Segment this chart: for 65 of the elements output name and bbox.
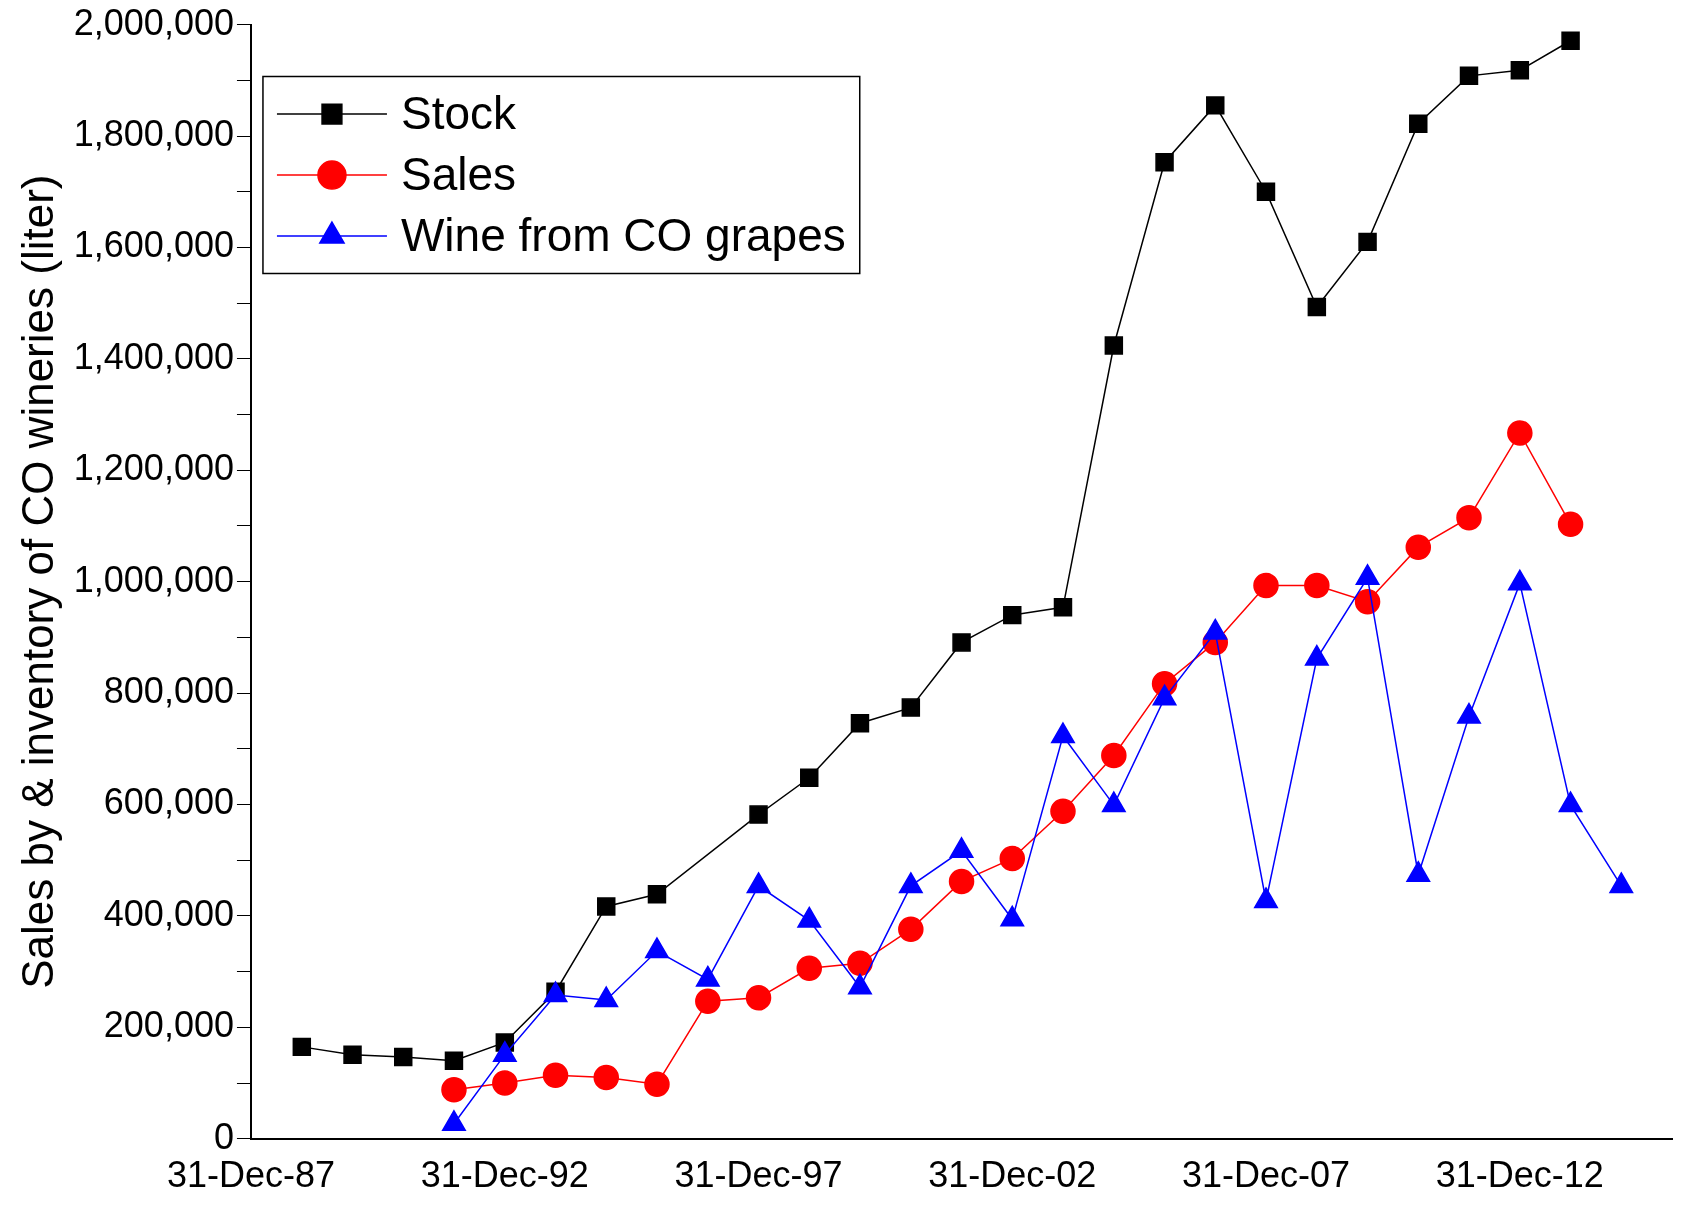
point [597, 897, 616, 916]
point [796, 955, 823, 982]
point [948, 868, 975, 895]
point [1358, 232, 1377, 252]
point [850, 713, 870, 733]
y-tick-label: 1,800,000 [73, 112, 234, 154]
point [1557, 511, 1584, 538]
x-tick-label: 31-Dec-12 [1435, 1154, 1604, 1196]
point [394, 1047, 413, 1067]
point [695, 988, 721, 1014]
point [847, 950, 873, 977]
point [901, 698, 921, 717]
point [1155, 152, 1174, 172]
point [1003, 605, 1022, 625]
point [542, 1062, 569, 1089]
x-tick-label: 31-Dec-87 [166, 1154, 335, 1196]
point [343, 1045, 362, 1064]
point [1459, 66, 1479, 86]
point [1354, 589, 1381, 615]
point [1206, 96, 1225, 115]
y-axis-title: Sales by & inventory of CO wineries (liter) [12, 174, 62, 989]
point [800, 768, 819, 788]
point [1253, 572, 1279, 599]
y-tick-label: 200,000 [103, 1004, 234, 1046]
y-tick-label: 1,000,000 [73, 558, 234, 600]
point [492, 1070, 518, 1096]
point [1561, 31, 1580, 50]
point [1104, 336, 1124, 355]
point [952, 633, 971, 652]
point [647, 885, 667, 904]
y-tick-label: 600,000 [103, 781, 234, 823]
point [1101, 742, 1127, 769]
y-tick-label: 1,600,000 [73, 224, 234, 266]
y-tick-label: 800,000 [103, 670, 234, 712]
point [1307, 297, 1327, 317]
y-tick-label: 1,400,000 [73, 335, 234, 377]
y-tick-label: 400,000 [103, 892, 234, 934]
point [1053, 598, 1073, 617]
point [749, 805, 768, 824]
point [292, 1037, 312, 1057]
point [1409, 114, 1428, 133]
x-tick-label: 31-Dec-92 [420, 1154, 589, 1196]
point [1050, 798, 1076, 824]
legend-label: Stock [400, 86, 517, 139]
y-tick-label: 2,000,000 [73, 1, 234, 43]
point [1507, 420, 1533, 446]
point [441, 1077, 467, 1103]
point [1510, 61, 1530, 80]
legend-label: Sales [400, 147, 517, 200]
legend-label: Wine from CO grapes [400, 208, 846, 261]
point [1304, 572, 1330, 599]
point [1405, 534, 1432, 560]
point [593, 1064, 619, 1091]
point [1256, 182, 1276, 201]
point [999, 845, 1026, 872]
y-tick-label: 1,200,000 [73, 447, 234, 489]
point [745, 985, 772, 1011]
x-tick-label: 31-Dec-07 [1181, 1154, 1351, 1196]
point [898, 916, 924, 943]
y-tick-label: 0 [213, 1115, 234, 1157]
x-tick-label: 31-Dec-02 [928, 1154, 1097, 1196]
point [644, 1071, 670, 1097]
point [444, 1051, 464, 1071]
point [1456, 504, 1482, 531]
x-tick-label: 31-Dec-97 [674, 1154, 843, 1196]
